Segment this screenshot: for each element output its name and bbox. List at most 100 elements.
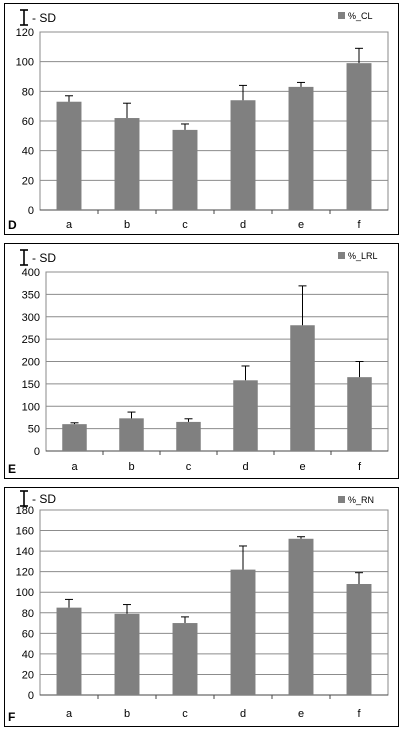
sd-legend-label: - SD xyxy=(32,11,56,25)
legend-label: %_LRL xyxy=(348,251,378,261)
bar xyxy=(347,377,372,451)
x-tick-label: b xyxy=(128,461,134,473)
chart-svg-f: 0 20 40 60 80 100 120 140 160 180 a b c d e f F - SD %_RN xyxy=(8,490,389,724)
bar xyxy=(62,424,87,451)
sd-legend-icon xyxy=(20,249,28,266)
sd-legend-label: - SD xyxy=(32,251,56,265)
y-tick-label: 50 xyxy=(28,424,40,436)
y-tick-label: 200 xyxy=(22,357,40,369)
panel-label: F xyxy=(8,710,15,724)
error-bar xyxy=(297,536,305,539)
chart-panel-d: 0 20 40 60 80 100 120 a b c d e f D - SD %_CL xyxy=(4,3,399,235)
y-tick-label: 40 xyxy=(22,649,34,661)
bar xyxy=(288,538,314,695)
x-tick-label: f xyxy=(357,708,361,720)
y-tick-label: 150 xyxy=(22,379,40,391)
error-bar xyxy=(123,604,131,614)
bar xyxy=(288,86,314,210)
y-tick-label: 120 xyxy=(16,27,34,39)
chart-svg-d: 0 20 40 60 80 100 120 a b c d e f D - SD %_CL xyxy=(8,9,389,232)
error-bar xyxy=(297,81,305,87)
y-tick-label: 60 xyxy=(22,116,34,128)
y-tick-label: 120 xyxy=(16,567,34,579)
x-tick-label: e xyxy=(299,461,305,473)
error-bar xyxy=(70,422,79,425)
y-tick-label: 80 xyxy=(22,608,34,620)
y-tick-label: 80 xyxy=(22,86,34,98)
error-bar xyxy=(298,285,307,326)
x-tick-label: f xyxy=(357,219,361,231)
y-tick-label: 160 xyxy=(16,526,34,538)
bar xyxy=(56,607,82,695)
legend-swatch xyxy=(338,12,345,19)
bar xyxy=(346,584,372,695)
x-tick-label: d xyxy=(240,708,246,720)
bar xyxy=(233,380,258,451)
x-tick-label: f xyxy=(358,461,362,473)
y-tick-label: 300 xyxy=(22,312,40,324)
x-tick-label: b xyxy=(124,708,130,720)
bar xyxy=(346,63,372,211)
bar xyxy=(230,569,256,695)
error-bar xyxy=(355,47,363,64)
y-tick-label: 20 xyxy=(22,669,34,681)
error-bar xyxy=(123,102,131,119)
error-bar xyxy=(184,418,193,422)
chart-svg-e: 0 50 100 150 200 250 300 350 400 a b c d e f E - SD %_LRL xyxy=(8,249,389,476)
error-bar xyxy=(355,572,363,584)
y-tick-label: 140 xyxy=(16,546,34,558)
y-tick-label: 100 xyxy=(16,57,34,69)
sd-legend-icon xyxy=(20,490,28,507)
bar xyxy=(172,623,198,695)
legend-swatch xyxy=(338,496,345,503)
legend-label: %_CL xyxy=(348,11,373,21)
error-bar xyxy=(65,95,73,102)
error-bar xyxy=(239,545,247,570)
x-tick-label: c xyxy=(186,461,192,473)
bar xyxy=(290,325,315,451)
x-tick-label: e xyxy=(298,708,304,720)
x-tick-label: d xyxy=(242,461,248,473)
y-tick-label: 20 xyxy=(22,175,34,187)
bar xyxy=(56,101,82,210)
panel-label: D xyxy=(8,218,17,232)
y-tick-label: 100 xyxy=(22,401,40,413)
x-tick-label: e xyxy=(298,219,304,231)
x-tick-label: a xyxy=(66,219,73,231)
bar xyxy=(172,129,198,210)
error-bar xyxy=(181,616,189,624)
x-tick-label: a xyxy=(66,708,73,720)
y-tick-label: 40 xyxy=(22,146,34,158)
bar xyxy=(114,613,140,695)
sd-legend-label: - SD xyxy=(32,492,56,506)
error-bar xyxy=(181,123,189,130)
y-tick-label: 60 xyxy=(22,628,34,640)
chart-panel-f: 0 20 40 60 80 100 120 140 160 180 a b c d e f F - SD %_RN xyxy=(4,487,399,727)
error-bar xyxy=(65,598,73,608)
error-bar xyxy=(355,361,364,378)
bar xyxy=(114,118,140,210)
y-tick-label: 0 xyxy=(28,205,34,217)
y-tick-label: 0 xyxy=(34,446,40,458)
x-tick-label: d xyxy=(240,219,246,231)
x-tick-label: a xyxy=(71,461,78,473)
y-tick-label: 100 xyxy=(16,587,34,599)
bar xyxy=(230,100,256,210)
legend-swatch xyxy=(338,252,345,259)
y-tick-label: 180 xyxy=(16,505,34,517)
y-tick-label: 0 xyxy=(28,690,34,702)
bar xyxy=(119,418,144,451)
panel-label: E xyxy=(8,462,16,476)
y-tick-label: 250 xyxy=(22,334,40,346)
legend-label: %_RN xyxy=(348,495,374,505)
plot-area xyxy=(39,509,389,696)
error-bar xyxy=(239,84,247,101)
bar xyxy=(176,421,201,451)
x-tick-label: b xyxy=(124,219,130,231)
error-bar xyxy=(241,365,250,381)
y-tick-label: 400 xyxy=(22,267,40,279)
chart-panel-e: 0 50 100 150 200 250 300 350 400 a b c d e f E - SD %_LRL xyxy=(4,243,399,479)
y-tick-label: 350 xyxy=(22,289,40,301)
sd-legend-icon xyxy=(20,9,28,26)
error-bar xyxy=(127,411,136,419)
